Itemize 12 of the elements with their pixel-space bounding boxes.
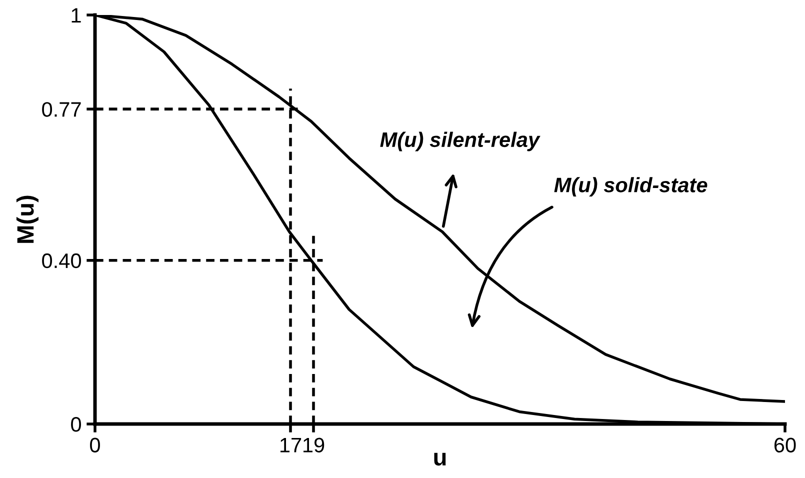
annotation: M(u) silent-relay (380, 132, 540, 152)
y-axis-title: M(u) (16, 196, 38, 243)
x-tick-label: 17 (280, 438, 302, 452)
y-tick-label: 0.77 (42, 102, 81, 117)
x-tick-label: 60 (774, 438, 796, 452)
y-tick-label: 0 (71, 417, 81, 432)
x-tick-label: 0 (90, 438, 100, 452)
y-tick-label: 1 (72, 8, 81, 23)
x-axis-title: u (434, 452, 446, 466)
annotation: M(u) solid-state (554, 177, 708, 196)
x-tick-label: 19 (304, 438, 324, 452)
y-tick-label: 0.40 (42, 253, 81, 268)
